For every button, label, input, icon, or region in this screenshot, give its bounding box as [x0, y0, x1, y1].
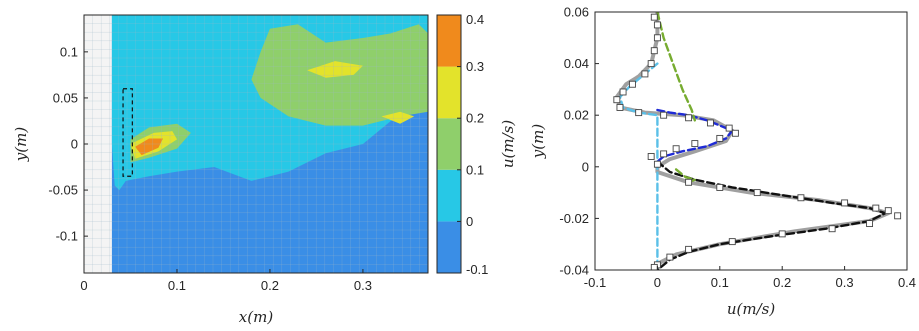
- heatmap-y-ticks: 0.1 0.05 0 -0.05 -0.1: [48, 44, 88, 244]
- heatmap-y-tick-label: 0.05: [53, 90, 78, 105]
- colorbar-level-0: [437, 221, 461, 273]
- profile-marker: [728, 238, 736, 246]
- colorbar-level-4: [437, 15, 461, 67]
- colorbar-tick-label: 0.1: [466, 162, 484, 177]
- colorbar-frame: [436, 14, 462, 274]
- colorbar-level-2: [437, 118, 461, 170]
- profile-marker: [647, 60, 655, 68]
- colorbar-level-1: [437, 169, 461, 222]
- profile-marker: [828, 225, 836, 233]
- colorbar-tick-label: 0.4: [466, 12, 484, 27]
- colorbar-level-3: [437, 66, 461, 119]
- profile-marker: [641, 70, 649, 78]
- colorbar-tick-label: -0.1: [466, 262, 488, 277]
- profile-y-tick-label: 0: [582, 159, 589, 174]
- profile-marker: [866, 220, 874, 228]
- profile-series-3: [618, 62, 659, 270]
- profile-marker: [778, 230, 786, 238]
- profile-plot-area: [595, 12, 907, 270]
- colorbar-label: u(m/s): [499, 120, 517, 168]
- profile-marker: [613, 96, 621, 104]
- heatmap-x-tick-label: 0: [80, 278, 87, 293]
- profile-marker: [653, 21, 661, 29]
- profile-x-tick-label: 0.1: [711, 275, 729, 290]
- profile-marker: [884, 207, 892, 215]
- profile-marker: [685, 178, 693, 186]
- profile-marker: [725, 124, 733, 132]
- profile-y-tick-label: 0.06: [564, 5, 589, 20]
- heatmap-x-ticks: 0 0.1 0.2 0.3: [80, 269, 372, 293]
- profile-y-tick-label: 0.02: [564, 108, 589, 123]
- profile-marker: [685, 245, 693, 253]
- colorbar-tick-label: 0.2: [466, 111, 484, 126]
- profile-y-ticks: 0.06 0.04 0.02 0 -0.02 -0.04: [559, 5, 599, 278]
- heatmap-y-tick-label: 0: [71, 137, 78, 152]
- heatmap-grid: [84, 15, 428, 273]
- colorbar-ticks: 0.4 0.3 0.2 0.1 0 -0.1: [457, 12, 488, 277]
- profile-marker: [619, 88, 627, 96]
- colorbar-tick-label: 0: [466, 214, 473, 229]
- heatmap-x-label: x(m): [239, 308, 274, 326]
- heatmap-y-label: y(m): [12, 127, 30, 163]
- colorbar: 0.4 0.3 0.2 0.1 0 -0.1 u(m/s): [436, 12, 517, 277]
- profile-marker: [653, 34, 661, 42]
- profile-marker: [672, 145, 680, 153]
- profile-x-tick-label: 0: [654, 275, 661, 290]
- profile-y-tick-label: 0.04: [564, 56, 589, 71]
- profile-series: [613, 12, 902, 270]
- profile-frame: [594, 11, 908, 271]
- heatmap-x-tick-label: 0.1: [168, 278, 186, 293]
- profile-y-label: y(m): [529, 124, 547, 160]
- profile-marker: [691, 140, 699, 148]
- heatmap-y-tick-label: -0.05: [48, 183, 78, 198]
- profile-x-label: u(m/s): [727, 300, 775, 318]
- profile-series-4: [656, 12, 696, 122]
- profile-marker: [716, 183, 724, 191]
- profile-marker: [660, 150, 668, 158]
- heatmap-y-tick-label: -0.1: [56, 229, 78, 244]
- colorbar-levels: [437, 15, 461, 273]
- heatmap-y-tick-label: 0.1: [60, 44, 78, 59]
- profile-y-tick-label: -0.02: [559, 211, 589, 226]
- heatmap-panel: 0 0.1 0.2 0.3 0.1 0.05 0 -0.05 -0.1 x(m) y(m): [12, 14, 429, 326]
- profile-marker: [635, 109, 643, 117]
- heatmap-x-tick-label: 0.2: [261, 278, 279, 293]
- colorbar-tick-label: 0.3: [466, 59, 484, 74]
- probe-box: [122, 88, 133, 177]
- profile-marker: [797, 194, 805, 202]
- profile-marker: [685, 114, 693, 122]
- heatmap-region-5: [381, 111, 415, 124]
- profile-marker: [716, 134, 724, 142]
- profile-marker: [666, 253, 674, 261]
- profile-marker: [706, 119, 714, 127]
- profile-marker: [731, 129, 739, 137]
- profile-x-tick-label: 0.3: [836, 275, 854, 290]
- profile-marker: [650, 13, 658, 21]
- profile-marker: [753, 189, 761, 197]
- profile-x-ticks: -0.1 0 0.1 0.2 0.3 0.4: [584, 266, 916, 290]
- profile-panel: -0.1 0 0.1 0.2 0.3 0.4 0.06 0.04 0.02 0 -0.02 -0.0…: [529, 5, 916, 319]
- heatmap-region-4: [307, 61, 363, 78]
- profile-y-tick-label: -0.04: [559, 263, 589, 278]
- profile-marker: [647, 153, 655, 160]
- profile-marker: [894, 212, 902, 220]
- profile-marker: [650, 47, 658, 55]
- profile-marker: [872, 204, 880, 212]
- profile-marker: [653, 160, 661, 168]
- profile-x-tick-label: -0.1: [584, 275, 606, 290]
- profile-x-tick-label: 0.4: [898, 275, 916, 290]
- profile-marker: [660, 111, 668, 119]
- profile-x-tick-label: 0.2: [773, 275, 791, 290]
- heatmap-region-6: [135, 138, 163, 156]
- heatmap-x-tick-label: 0.3: [354, 278, 372, 293]
- profile-marker: [841, 199, 849, 207]
- profile-marker: [628, 80, 636, 88]
- profile-marker: [616, 104, 624, 111]
